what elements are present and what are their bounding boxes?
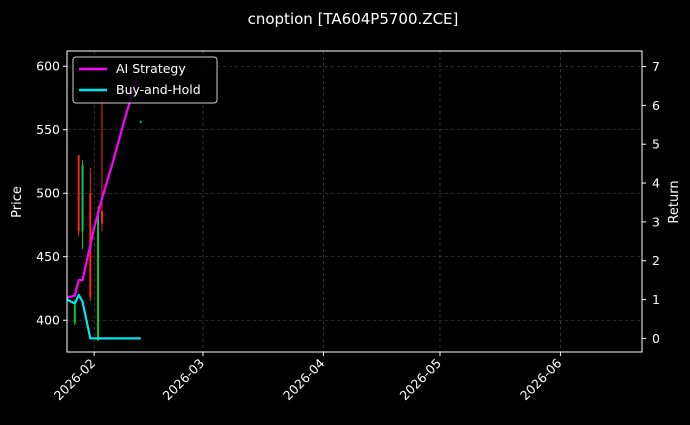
y-tick-label: 500 [36, 186, 60, 201]
candle-body [81, 165, 84, 232]
legend-box [72, 56, 218, 104]
candle-body [139, 120, 142, 123]
candle-body [97, 211, 100, 341]
candle-body [73, 305, 76, 323]
y2-tick-label: 6 [652, 98, 660, 113]
y2-tick-label: 4 [652, 176, 660, 191]
y2-tick-label: 7 [652, 59, 660, 74]
y2-tick-label: 3 [652, 214, 660, 229]
y2-tick-label: 5 [652, 137, 660, 152]
candle-body [77, 155, 80, 232]
y2-tick-label: 0 [652, 331, 660, 346]
y2-axis-label: Return [667, 180, 682, 223]
series-layer [66, 77, 141, 340]
y-tick-label: 400 [36, 313, 60, 328]
y-tick-label: 600 [36, 59, 60, 74]
candle-body [100, 211, 103, 224]
y-axis-label: Price [10, 186, 25, 218]
series-line-buy-and-hold [66, 293, 141, 340]
series-line-ai-strategy [66, 77, 138, 299]
y2-tick-label: 1 [652, 292, 660, 307]
plot-frame [66, 50, 643, 353]
y2-tick-label: 2 [652, 253, 660, 268]
y-tick-label: 550 [36, 122, 60, 137]
chart-title: cnoption [TA604P5700.ZCE] [248, 10, 459, 28]
legend-label-ai-strategy: AI Strategy [116, 61, 186, 76]
legend-label-buy-and-hold: Buy-and-Hold [116, 82, 201, 97]
y-tick-label: 450 [36, 249, 60, 264]
legend: AI Strategy Buy-and-Hold [72, 56, 218, 104]
